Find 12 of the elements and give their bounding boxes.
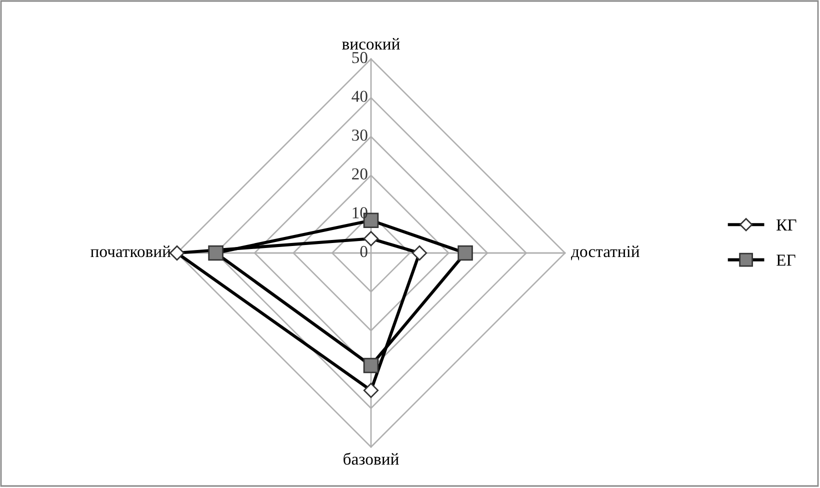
y-tick-label: 40 (352, 90, 368, 102)
spoke-label: достатній (571, 246, 640, 260)
y-tick-label: 50 (352, 52, 368, 64)
y-tick-label: 10 (352, 207, 368, 218)
y-tick-label: 0 (360, 246, 368, 258)
legend-label: КГ (776, 220, 796, 230)
spoke-label: базовий (344, 452, 399, 465)
spoke-label: початковий (90, 246, 171, 258)
y-tick-label: 20 (352, 168, 368, 180)
spoke-label: високий (342, 38, 400, 50)
y-tick-label: 30 (352, 130, 368, 141)
legend-label: ЕГ (776, 254, 796, 266)
